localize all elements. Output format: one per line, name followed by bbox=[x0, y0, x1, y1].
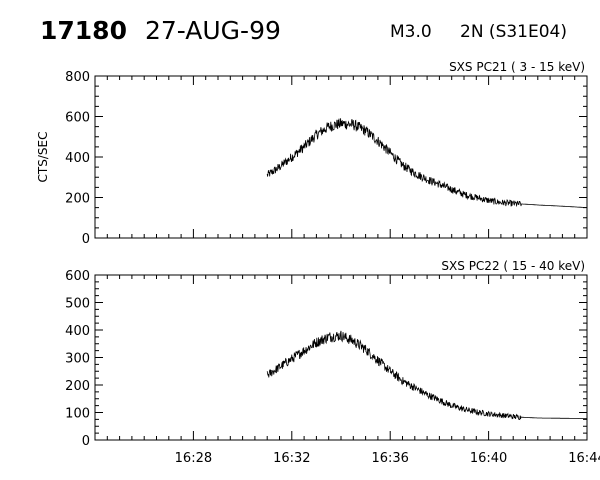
y-tick-label: 400 bbox=[65, 151, 90, 166]
data-line bbox=[266, 330, 588, 421]
plot-frame bbox=[94, 75, 588, 239]
data-line bbox=[266, 118, 587, 209]
flare-class: M3.0 bbox=[390, 22, 432, 42]
panel-title: SXS PC21 ( 3 - 15 keV) bbox=[449, 60, 585, 74]
event-id: 17180 bbox=[40, 16, 127, 45]
y-axis-label: CTS/SEC bbox=[36, 132, 50, 183]
y-tick-label: 200 bbox=[65, 379, 90, 394]
y-tick-label: 400 bbox=[65, 324, 90, 339]
event-date: 27-AUG-99 bbox=[145, 16, 281, 45]
y-tick-label: 0 bbox=[82, 434, 90, 449]
y-tick-label: 600 bbox=[65, 111, 90, 126]
x-tick-label: 16:36 bbox=[371, 451, 408, 466]
flare-region: 2N (S31E04) bbox=[460, 22, 567, 42]
x-tick-label: 16:28 bbox=[175, 451, 212, 466]
x-tick-label: 16:44 bbox=[568, 451, 600, 466]
y-tick-label: 800 bbox=[65, 70, 90, 85]
y-tick-label: 300 bbox=[65, 352, 90, 367]
panel-title: SXS PC22 ( 15 - 40 keV) bbox=[441, 259, 585, 273]
y-tick-label: 500 bbox=[65, 297, 90, 312]
y-tick-label: 200 bbox=[65, 192, 90, 207]
y-tick-label: 600 bbox=[65, 269, 90, 284]
x-tick-label: 16:40 bbox=[470, 451, 507, 466]
y-tick-label: 0 bbox=[82, 232, 90, 247]
y-tick-label: 100 bbox=[65, 407, 90, 422]
x-tick-label: 16:32 bbox=[273, 451, 310, 466]
